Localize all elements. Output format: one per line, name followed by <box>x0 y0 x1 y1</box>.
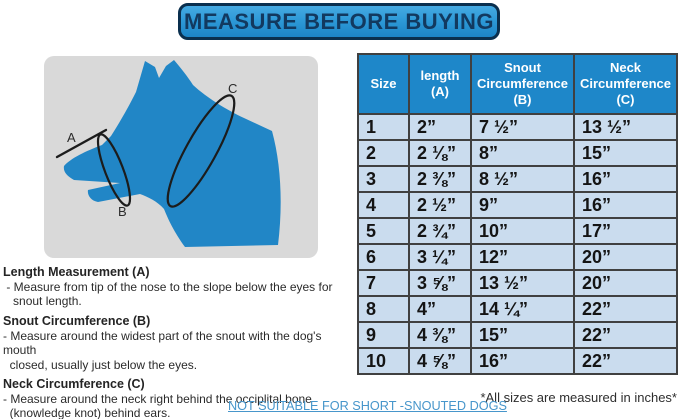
table-cell: 14 ¼” <box>470 295 575 323</box>
length-measure-line <box>55 128 108 159</box>
size-table-body: 1 2” 7 ½” 13 ½” 2 2 ⅛” 8” 15” 3 2 ⅜” 8 ½” 16” 4 2 ½” 9… <box>357 113 678 375</box>
table-cell: 4 ⅝” <box>408 347 472 375</box>
size-table-header: Size length (A) Snout Circumference (B) … <box>357 53 678 115</box>
table-cell: 7 <box>357 269 410 297</box>
table-cell: 7 ½” <box>470 113 575 141</box>
table-cell: 16” <box>573 191 678 219</box>
col-header-size: Size <box>357 53 410 115</box>
table-cell: 8” <box>470 139 575 167</box>
banner-title: MEASURE BEFORE BUYING <box>184 8 494 34</box>
table-cell: 3 ¼” <box>408 243 472 271</box>
col-header-snout: Snout Circumference (B) <box>470 53 575 115</box>
dog-head-diagram: A B C <box>55 60 281 247</box>
table-cell: 9 <box>357 321 410 349</box>
table-cell: 16” <box>573 165 678 193</box>
banner: MEASURE BEFORE BUYING <box>178 3 500 40</box>
neck-measure-ellipse <box>166 94 236 208</box>
snout-measure-ellipse <box>96 133 132 207</box>
table-cell: 9” <box>470 191 575 219</box>
warning-note: NOT SUITABLE FOR SHORT -SNOUTED DOGS <box>228 399 507 413</box>
table-cell: 22” <box>573 295 678 323</box>
units-footnote: *All sizes are measured in inches* <box>480 390 677 405</box>
label-c: C <box>228 81 237 96</box>
instruction-body-snout: - Measure around the widest part of the … <box>3 328 322 372</box>
table-cell: 12” <box>470 243 575 271</box>
table-cell: 4” <box>408 295 472 323</box>
table-row: 10 4 ⅝” 16” 22” <box>357 347 678 375</box>
table-row: 1 2” 7 ½” 13 ½” <box>357 113 678 141</box>
col-header-length: length (A) <box>408 53 472 115</box>
header-row: Size length (A) Snout Circumference (B) … <box>357 53 678 115</box>
instructions: Length Measurement (A) - Measure from ti… <box>3 265 355 419</box>
table-cell: 10” <box>470 217 575 245</box>
table-cell: 5 <box>357 217 410 245</box>
table-cell: 13 ½” <box>573 113 678 141</box>
label-b: B <box>118 204 127 219</box>
table-cell: 15” <box>573 139 678 167</box>
table-cell: 2 ¾” <box>408 217 472 245</box>
table-cell: 4 ⅜” <box>408 321 472 349</box>
table-cell: 8 <box>357 295 410 323</box>
instruction-body-length: - Measure from tip of the nose to the sl… <box>6 280 333 309</box>
col-header-neck: Neck Circumference (C) <box>573 53 678 115</box>
size-table: Size length (A) Snout Circumference (B) … <box>357 53 678 375</box>
table-cell: 2 ⅜” <box>408 165 472 193</box>
table-cell: 3 <box>357 165 410 193</box>
instruction-body-neck: - Measure around the neck right behind t… <box>3 391 312 419</box>
instruction-heading-neck: Neck Circumference (C) <box>3 376 145 391</box>
table-cell: 2 ½” <box>408 191 472 219</box>
instruction-heading-snout: Snout Circumference (B) <box>3 313 151 328</box>
instruction-heading-length: Length Measurement (A) <box>3 265 150 279</box>
table-row: 8 4” 14 ¼” 22” <box>357 295 678 323</box>
table-cell: 3 ⅝” <box>408 269 472 297</box>
dog-diagram-panel: A B C <box>44 56 318 258</box>
table-cell: 6 <box>357 243 410 271</box>
table-cell: 13 ½” <box>470 269 575 297</box>
table-cell: 8 ½” <box>470 165 575 193</box>
table-cell: 10 <box>357 347 410 375</box>
table-cell: 17” <box>573 217 678 245</box>
table-cell: 22” <box>573 321 678 349</box>
table-cell: 1 <box>357 113 410 141</box>
table-cell: 16” <box>470 347 575 375</box>
table-cell: 2” <box>408 113 472 141</box>
table-cell: 2 <box>357 139 410 167</box>
table-cell: 20” <box>573 243 678 271</box>
dog-silhouette <box>63 60 281 247</box>
table-cell: 2 ⅛” <box>408 139 472 167</box>
label-a: A <box>67 130 76 145</box>
table-cell: 15” <box>470 321 575 349</box>
table-cell: 20” <box>573 269 678 297</box>
table-cell: 4 <box>357 191 410 219</box>
table-cell: 22” <box>573 347 678 375</box>
